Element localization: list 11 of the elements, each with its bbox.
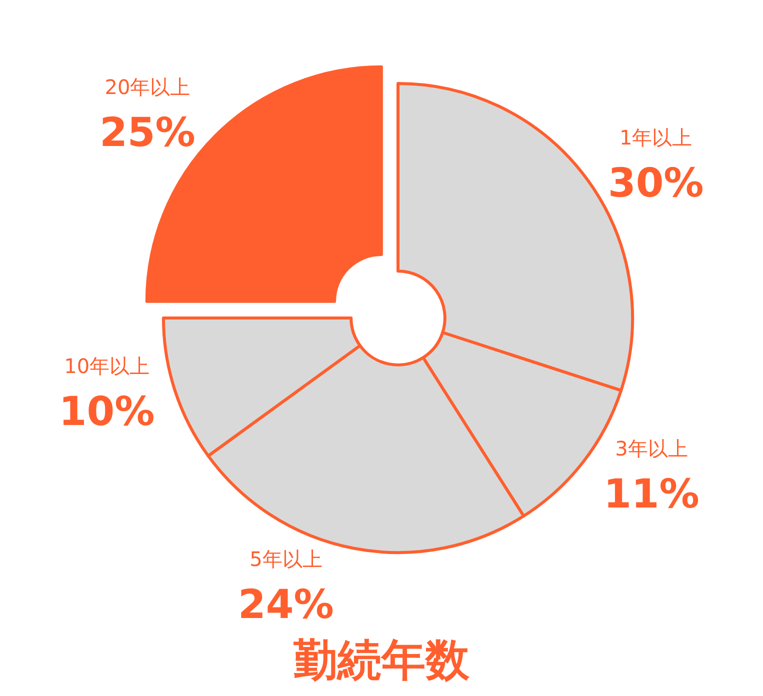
slice-label: 10年以上	[64, 354, 150, 378]
slice-label: 5年以上	[250, 546, 322, 571]
text: 勤続年数	[292, 635, 470, 686]
slice-label: 1年以上	[620, 126, 692, 150]
slice-label: 20年以上	[104, 74, 190, 99]
data-label: 11%	[604, 471, 700, 518]
data-label: 30%	[608, 160, 704, 207]
slice-label: 3年以上	[615, 436, 688, 460]
data-label: 25%	[100, 110, 196, 156]
data-label: 10%	[58, 388, 155, 435]
data-label: 24%	[238, 582, 334, 628]
